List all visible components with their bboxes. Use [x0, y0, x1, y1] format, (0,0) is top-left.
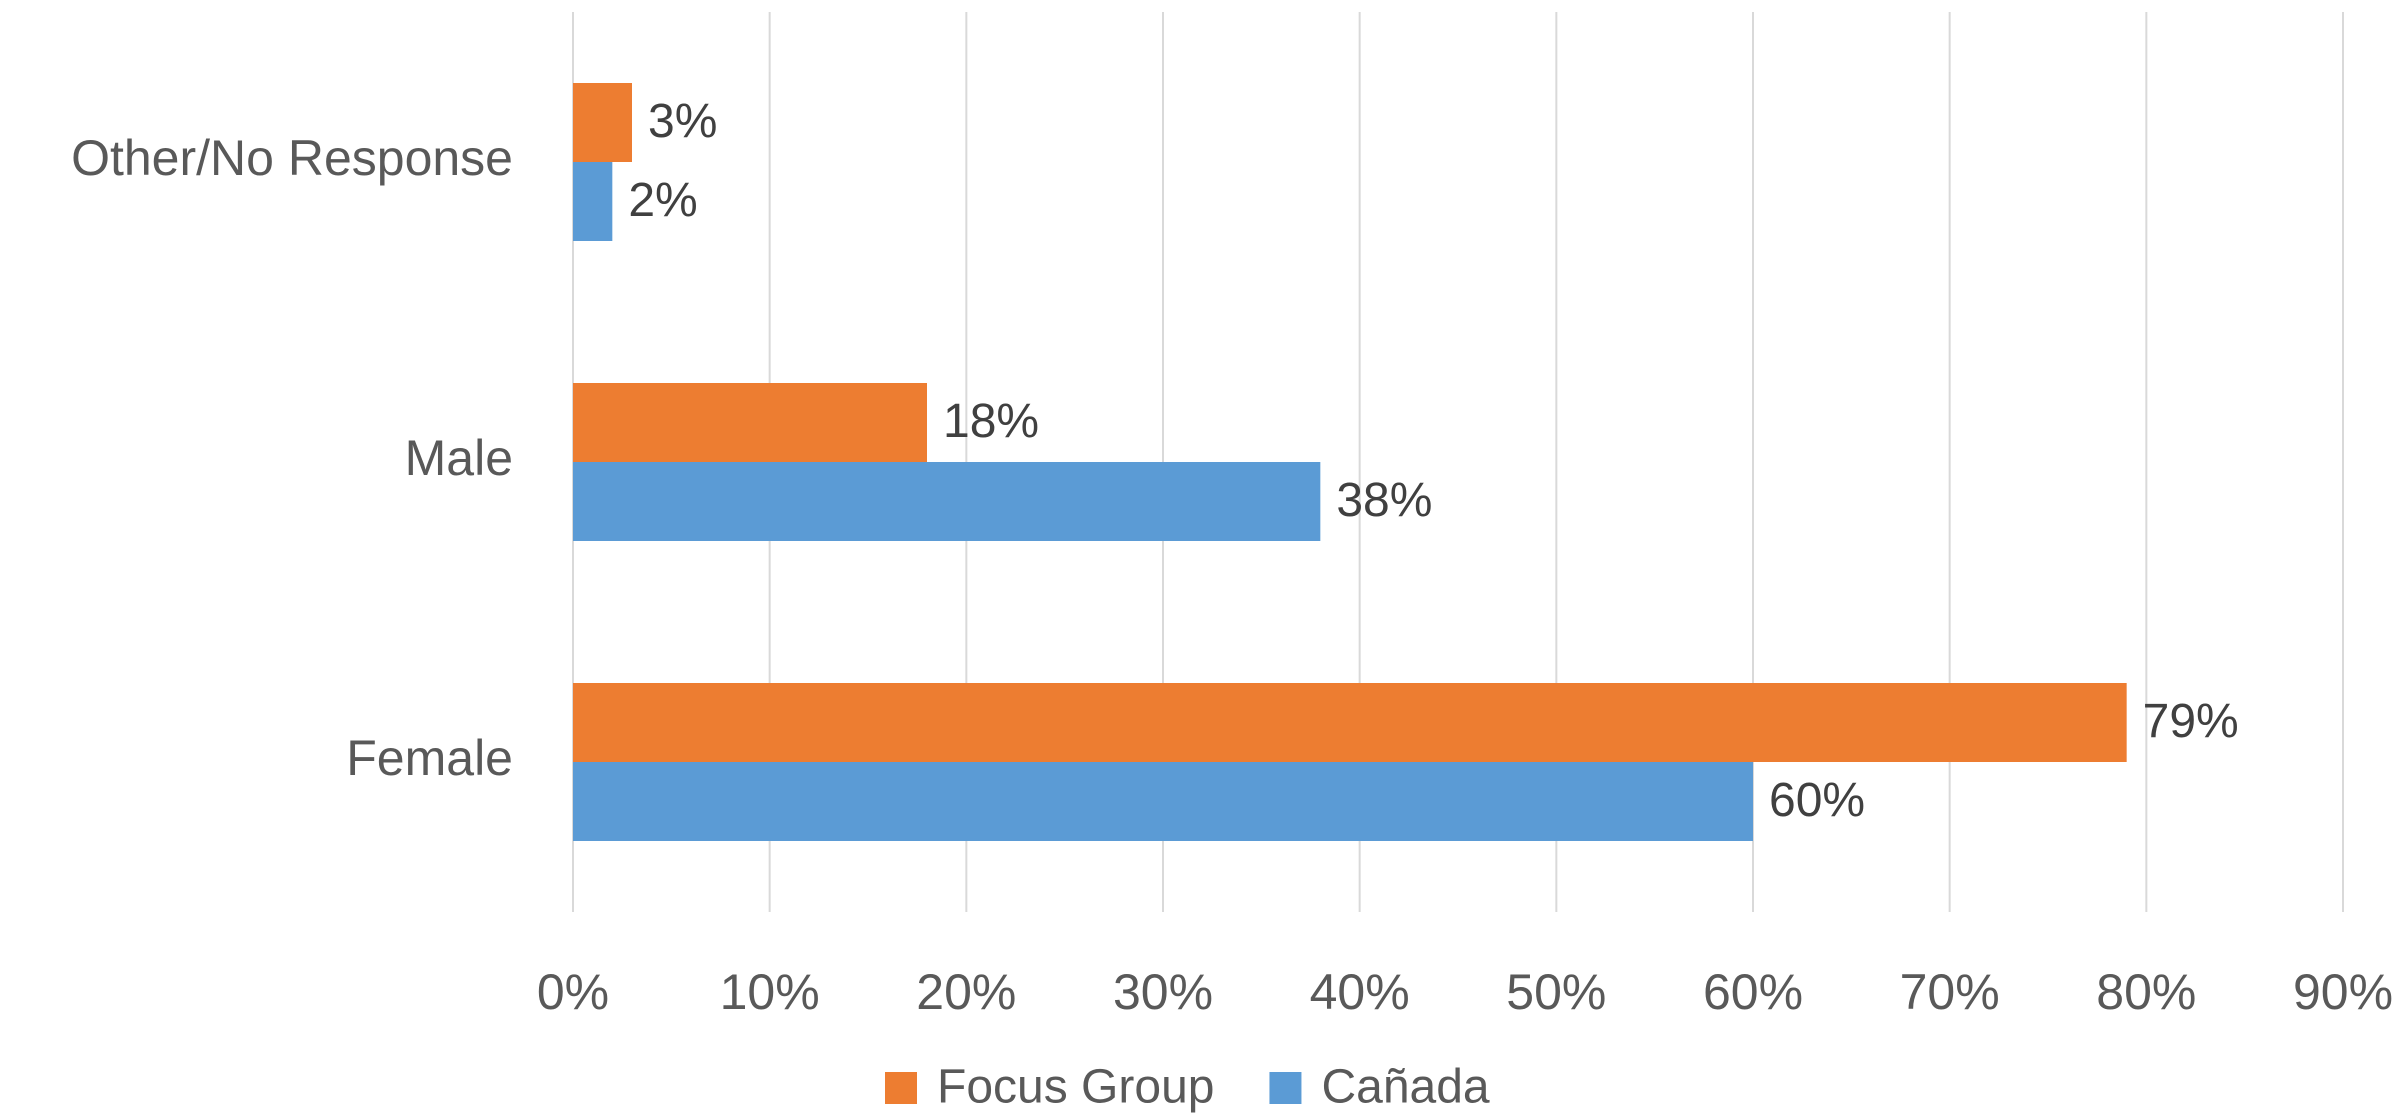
x-tick-label: 60% — [1703, 964, 1803, 1020]
bar — [573, 683, 2127, 762]
data-label: 2% — [628, 174, 697, 227]
data-label: 18% — [943, 395, 1039, 448]
data-label: 60% — [1769, 774, 1865, 827]
x-tick-label: 50% — [1506, 964, 1606, 1020]
y-tick-label: Other/No Response — [71, 130, 513, 186]
bar — [573, 83, 632, 162]
legend-label: Cañada — [1321, 1061, 1489, 1114]
data-label: 38% — [1336, 474, 1432, 527]
bar — [573, 383, 927, 462]
y-tick-label: Male — [405, 430, 513, 486]
data-label: 79% — [2143, 695, 2239, 748]
x-tick-label: 0% — [537, 964, 609, 1020]
bar — [573, 162, 613, 241]
bar — [573, 462, 1321, 541]
x-tick-label: 70% — [1900, 964, 2000, 1020]
x-tick-label: 90% — [2293, 964, 2393, 1020]
legend-swatch — [885, 1072, 917, 1104]
data-label: 3% — [648, 95, 717, 148]
bar — [573, 762, 1753, 841]
legend-label: Focus Group — [937, 1061, 1214, 1114]
x-tick-label: 20% — [916, 964, 1016, 1020]
x-tick-label: 80% — [2096, 964, 2196, 1020]
y-tick-label: Female — [346, 730, 513, 786]
legend-swatch — [1269, 1072, 1302, 1104]
x-tick-label: 30% — [1113, 964, 1213, 1020]
x-tick-label: 40% — [1310, 964, 1410, 1020]
x-tick-label: 10% — [720, 964, 820, 1020]
